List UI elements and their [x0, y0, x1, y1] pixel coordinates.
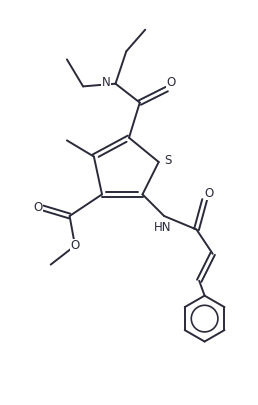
Text: S: S: [165, 154, 172, 167]
Text: N: N: [102, 76, 111, 89]
Text: O: O: [205, 187, 214, 200]
Text: HN: HN: [154, 222, 172, 234]
Text: O: O: [167, 76, 176, 89]
Text: O: O: [70, 239, 80, 252]
Text: O: O: [33, 201, 43, 214]
